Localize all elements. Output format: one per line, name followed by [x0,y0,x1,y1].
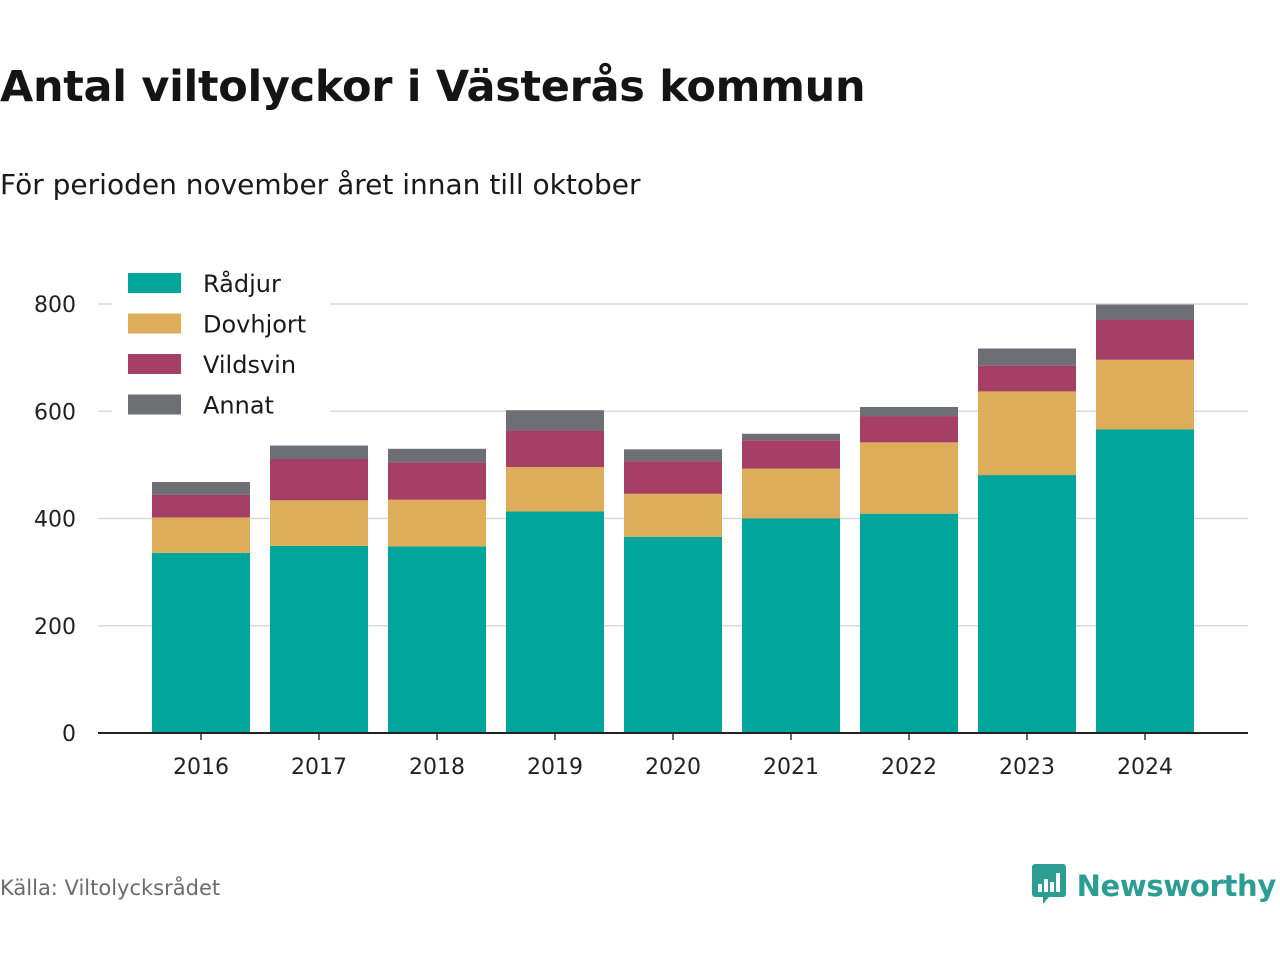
bar-rådjur-2020 [624,536,722,733]
bar-vildsvin-2016 [152,494,250,518]
x-tick-label: 2021 [763,755,819,780]
bar-vildsvin-2024 [1096,319,1194,360]
y-tick-label: 400 [34,508,76,533]
bar-annat-2016 [152,482,250,495]
bar-dovhjort-2019 [506,467,604,512]
bar-rådjur-2019 [506,511,604,733]
x-tick-label: 2017 [291,755,347,780]
bars [152,304,1194,733]
bar-dovhjort-2020 [624,493,722,537]
y-tick-label: 200 [34,615,76,640]
legend-swatch-rådjur [128,273,181,293]
bar-dovhjort-2021 [742,468,840,519]
legend-label: Annat [203,392,274,420]
bar-vildsvin-2018 [388,462,486,500]
bar-rådjur-2016 [152,552,250,733]
x-tick-label: 2020 [645,755,701,780]
bar-vildsvin-2021 [742,440,840,469]
bar-vildsvin-2022 [860,416,958,443]
bar-annat-2021 [742,433,840,441]
brand-name: Newsworthy [1076,869,1277,903]
bar-annat-2019 [506,410,604,431]
bar-vildsvin-2023 [978,365,1076,392]
bar-rådjur-2018 [388,546,486,733]
legend-swatch-annat [128,394,181,415]
bar-annat-2023 [978,348,1076,366]
x-tick-label: 2018 [409,755,465,780]
bar-dovhjort-2017 [270,500,368,546]
x-tick-label: 2023 [999,755,1055,780]
x-tick-label: 2024 [1117,755,1173,780]
bar-vildsvin-2020 [624,461,722,494]
bar-vildsvin-2017 [270,458,368,501]
legend-label: Rådjur [203,269,281,298]
bar-dovhjort-2023 [978,391,1076,476]
bar-annat-2018 [388,448,486,463]
legend-swatch-dovhjort [128,313,181,334]
y-tick-label: 0 [62,722,76,747]
bar-rådjur-2021 [742,518,840,733]
bar-dovhjort-2018 [388,499,486,547]
bar-vildsvin-2019 [506,430,604,468]
x-tick-label: 2016 [173,755,229,780]
legend: Rådjur Dovhjort Vildsvin Annat [112,262,330,422]
bar-chart-icon [1031,862,1067,910]
bar-dovhjort-2024 [1096,359,1194,430]
bar-rådjur-2023 [978,475,1076,733]
x-tick-label: 2022 [881,755,937,780]
legend-label: Vildsvin [203,351,296,379]
bar-annat-2017 [270,445,368,459]
bar-rådjur-2017 [270,545,368,733]
bar-annat-2022 [860,406,958,417]
bar-rådjur-2022 [860,513,958,733]
x-tick-label: 2019 [527,755,583,780]
y-tick-label: 600 [34,400,76,425]
legend-swatch-vildsvin [128,354,181,374]
chart-title: Antal viltolyckor i Västerås kommun [0,62,866,112]
y-tick-label: 800 [34,293,76,318]
chart-subtitle: För perioden november året innan till ok… [0,168,641,201]
bar-annat-2020 [624,449,722,462]
legend-label: Dovhjort [203,311,306,339]
source-note: Källa: Viltolycksrådet [0,876,221,900]
bar-dovhjort-2022 [860,442,958,514]
bar-dovhjort-2016 [152,517,250,553]
bar-rådjur-2024 [1096,429,1194,733]
bar-annat-2024 [1096,304,1194,320]
brand-logo: Newsworthy [1031,862,1276,910]
axes: 0 200 400 600 800 2016 2017 2018 2019 2020 2021 202… [34,293,1248,780]
stacked-bar-chart: 0 200 400 600 800 2016 2017 2018 2019 2020 2021 202… [34,262,1248,780]
